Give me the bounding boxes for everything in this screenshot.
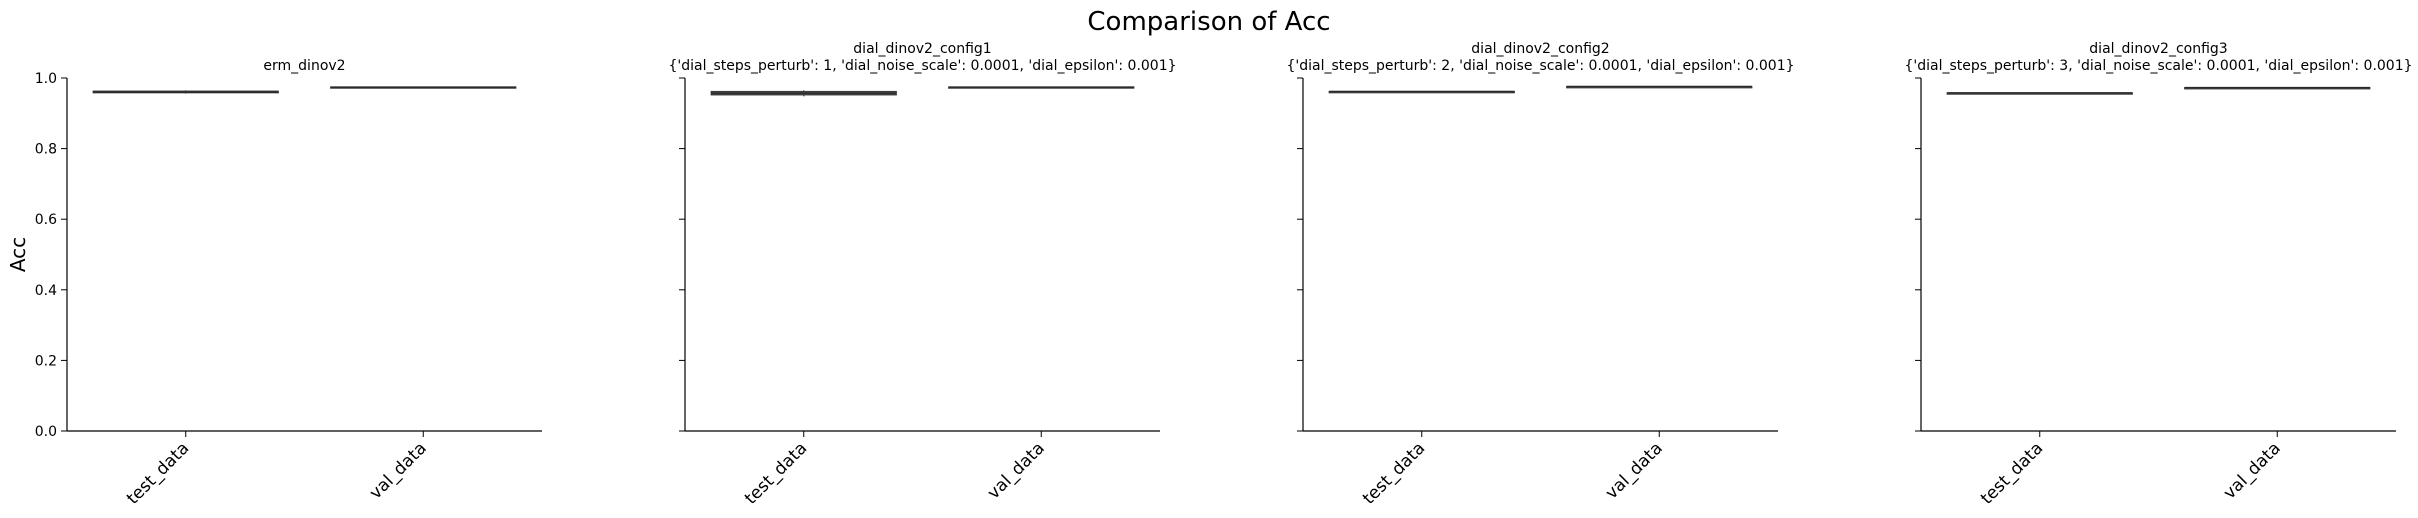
- subplot-3: dial_dinov2_config2{'dial_steps_perturb'…: [1286, 41, 1794, 509]
- subplot-subtitle: {'dial_steps_perturb': 3, 'dial_noise_sc…: [1904, 58, 2412, 74]
- x-tick-label: test_data: [123, 438, 193, 508]
- figure-title: Comparison of Acc: [1087, 7, 1330, 37]
- y-tick-label: 0.8: [35, 142, 57, 158]
- y-tick-label: 0.6: [35, 212, 57, 228]
- x-tick-label: test_data: [1359, 438, 1429, 508]
- subplot-title: dial_dinov2_config2: [1471, 41, 1609, 57]
- subplot-subtitle: {'dial_steps_perturb': 2, 'dial_noise_sc…: [1286, 58, 1794, 74]
- subplot-title: dial_dinov2_config1: [853, 41, 991, 57]
- subplot-2: dial_dinov2_config1{'dial_steps_perturb'…: [668, 41, 1176, 509]
- subplot-title: erm_dinov2: [263, 58, 345, 74]
- x-tick-label: val_data: [1602, 438, 1667, 503]
- subplot-4: dial_dinov2_config3{'dial_steps_perturb'…: [1904, 41, 2412, 509]
- subplot-1: erm_dinov2 0.0 0.2 0.4 0.6 0.8 1.0 Acc test_data…: [6, 58, 542, 509]
- subplot-title: dial_dinov2_config3: [2089, 41, 2227, 57]
- y-tick-label: 0.0: [35, 424, 57, 440]
- subplot-subtitle: {'dial_steps_perturb': 1, 'dial_noise_sc…: [668, 58, 1176, 74]
- y-tick-label: 0.2: [35, 353, 57, 369]
- x-tick-label: val_data: [366, 438, 431, 503]
- y-axis-label: Acc: [6, 237, 30, 272]
- x-tick-label: val_data: [2220, 438, 2285, 503]
- x-tick-label: test_data: [741, 438, 811, 508]
- y-tick-label: 0.4: [35, 283, 57, 299]
- x-tick-label: val_data: [984, 438, 1049, 503]
- x-tick-label: test_data: [1977, 438, 2047, 508]
- panels: erm_dinov2 0.0 0.2 0.4 0.6 0.8 1.0 Acc test_data…: [6, 41, 2413, 509]
- y-tick-label: 1.0: [35, 71, 57, 87]
